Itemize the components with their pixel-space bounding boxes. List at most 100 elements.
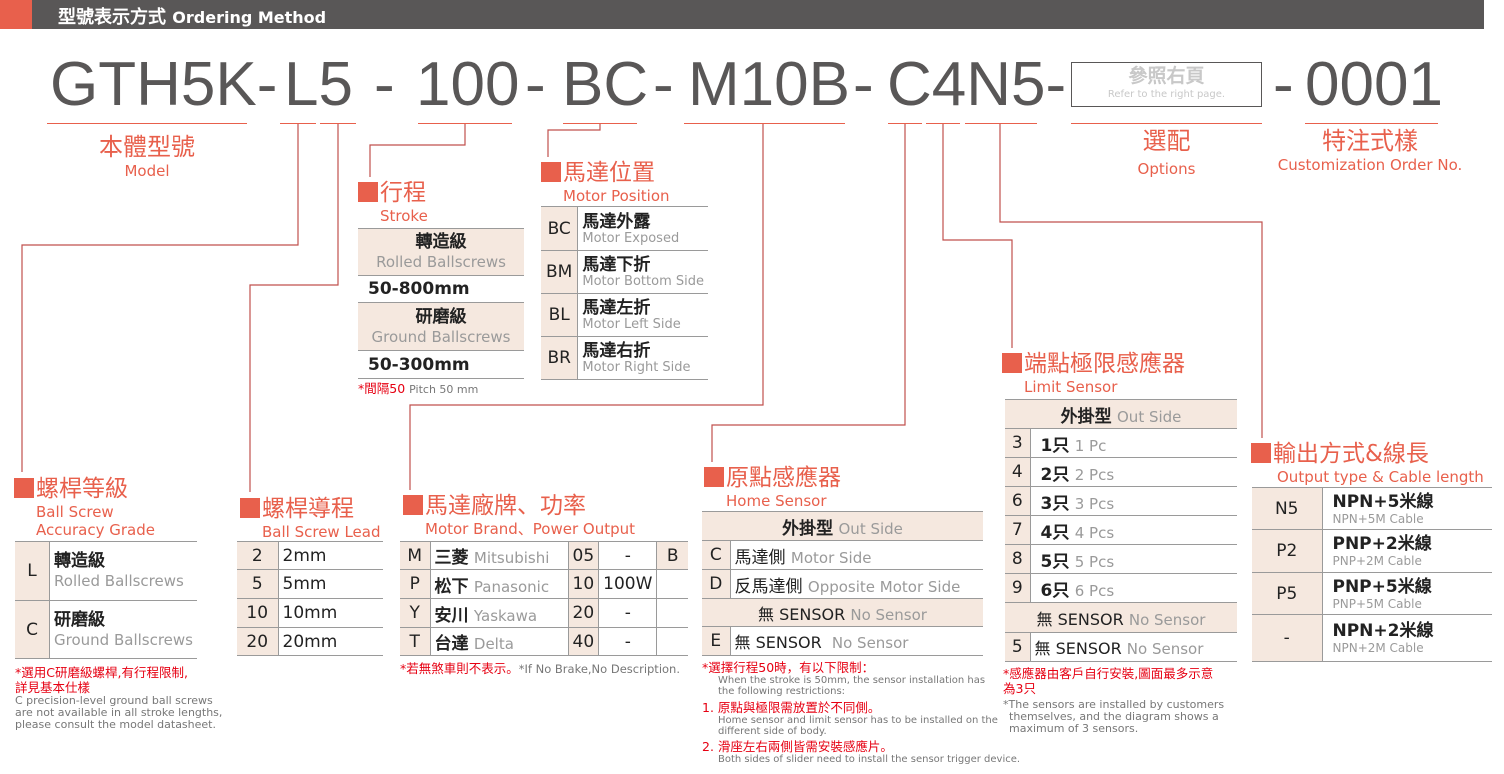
zh-cell: 馬達下折 (582, 255, 651, 275)
custom-label: 特注式樣 Customization Order No. (1270, 127, 1470, 175)
zh-cell: NPN+2米線 (1332, 621, 1434, 641)
code-cell: 7 (1005, 515, 1031, 545)
en-cell: PNP+5M Cable (1332, 596, 1422, 611)
code-cell: 5 (1005, 632, 1031, 662)
code-cell: C (702, 540, 731, 570)
underline-options (1071, 123, 1262, 124)
code-cell: BL (541, 293, 579, 337)
square-bullet-icon (1251, 443, 1271, 463)
zh-cell: 無 SENSOR (734, 633, 822, 652)
out-zh: 外掛型 (1060, 406, 1112, 427)
limit-table: 外掛型 Out Side 3 1只 1 Pc 4 2只 2 Pcs 6 3只 3 Pc… (1005, 399, 1237, 662)
square-bullet-icon (1002, 353, 1022, 373)
title-en: Home Sensor (726, 492, 827, 510)
code-cell: L (15, 541, 51, 601)
zh-cell: 研磨級 (415, 306, 467, 327)
zh-cell: 5只 (1040, 551, 1070, 572)
note-en: maximum of 3 sensors. (1009, 722, 1139, 735)
brake-code (656, 598, 688, 628)
output-table: N5 NPN+5米線 NPN+5M Cable P2 PNP+2米線 PNP+2M Ca… (1252, 487, 1492, 662)
custom-label-zh: 特注式樣 (1322, 127, 1418, 155)
note-zh: *間隔50 (358, 381, 406, 396)
motor-note: *若無煞車則不表示。*If No Brake,No Description. (400, 661, 680, 677)
model-label: 本體型號 Model (47, 133, 247, 181)
en-cell: PNP+2M Cable (1332, 554, 1422, 568)
none-zh: 無 SENSOR (1036, 609, 1124, 629)
code-cell: BC (541, 206, 579, 251)
en-cell: Motor Side (790, 548, 872, 567)
table-row: 4 2只 2 Pcs (1005, 457, 1237, 487)
note-zh: *選用C研磨級螺桿,有行程限制, (15, 665, 188, 680)
none-en: No Sensor (850, 605, 927, 624)
zh-cell: 轉造級 (54, 551, 106, 571)
out-en: Out Side (838, 519, 903, 538)
table-row: N5 NPN+5米線 NPN+5M Cable (1252, 487, 1492, 530)
title-zh: 馬達位置 (563, 160, 655, 186)
table-row: P 松下 Panasonic 10 100W (400, 569, 688, 599)
en-cell: 1 Pc (1074, 436, 1107, 455)
position-title: 馬達位置 Motor Position (541, 153, 670, 205)
output-title: 輸出方式&線長 Output type & Cable length (1251, 434, 1484, 486)
brand-en: Mitsubishi (473, 549, 550, 567)
brand-en: Yaskawa (473, 606, 538, 625)
underline-5 (320, 123, 356, 124)
note-zh: *選擇行程50時，有以下限制： (702, 660, 875, 675)
brake-code (656, 569, 688, 599)
stroke-title: 行程 Stroke (358, 173, 428, 225)
zh-cell: 馬達右折 (582, 341, 651, 361)
power-code: 10 (568, 569, 600, 599)
title-en: Ball Screw Lead (262, 523, 381, 541)
title-en: Output type & Cable length (1277, 468, 1484, 486)
underline-limit (926, 123, 960, 124)
zh-cell: PNP+5米線 (1332, 576, 1432, 597)
options-box: 參照右頁 Refer to the right page. (1071, 62, 1262, 107)
square-bullet-icon (403, 495, 423, 515)
code-cell: Y (400, 598, 431, 628)
brake-code (656, 627, 688, 656)
code-dash: - (374, 50, 395, 119)
options-label-zh: 選配 (1142, 127, 1191, 155)
note-zh: *感應器由客戶自行安裝,圖面最多示意 (1003, 666, 1214, 681)
table-row: BM 馬達下折 Motor Bottom Side (541, 250, 708, 294)
table-row: 10 10mm (237, 598, 383, 628)
title-en: Accuracy Grade (36, 521, 155, 539)
header-title-en: Ordering Method (172, 8, 327, 27)
range-cell: 50-300mm (358, 350, 524, 379)
code-dash: - (1273, 50, 1294, 119)
zh-cell: 馬達側 (734, 547, 786, 568)
brand-en: Panasonic (473, 577, 550, 596)
power-code: 05 (568, 541, 600, 570)
table-row: 無 SENSOR No Sensor (1005, 602, 1237, 633)
table-row: - NPN+2米線 NPN+2M Cable (1252, 614, 1492, 662)
stroke-table: 轉造級 Rolled Ballscrews 50-800mm 研磨級 Ground … (358, 228, 524, 379)
model-label-en: Model (124, 162, 170, 180)
title-en: Motor Position (563, 187, 670, 205)
note-en: *If No Brake,No Description. (518, 662, 680, 676)
out-zh: 外掛型 (782, 518, 834, 539)
power-value: - (598, 598, 658, 628)
ball-screw-note: *選用C研磨級螺桿,有行程限制, 詳見基本仕樣 C precision-leve… (15, 665, 222, 731)
limit-title: 端點極限感應器 Limit Sensor (1002, 344, 1185, 396)
code-cell: 3 (1005, 428, 1031, 458)
table-row: P2 PNP+2米線 PNP+2M Cable (1252, 529, 1492, 573)
code-cell: 10 (237, 598, 279, 628)
connector-limit (942, 124, 1013, 348)
table-row: 5 5mm (237, 569, 383, 599)
en-cell: Ground Ballscrews (371, 327, 511, 346)
note-zh: 詳見基本仕樣 (15, 680, 91, 695)
code-cell: 20 (237, 627, 279, 656)
connector-lead (249, 124, 339, 492)
code-cell: P2 (1252, 529, 1323, 573)
value-cell: 5mm (278, 569, 383, 599)
en-cell: No Sensor (1126, 640, 1204, 658)
underline-position (563, 123, 637, 124)
en-cell: Opposite Motor Side (807, 577, 961, 596)
title-en: Ball Screw (36, 503, 114, 521)
zh-cell: 無 SENSOR (1034, 639, 1122, 658)
table-row: M 三菱 Mitsubishi 05- B (400, 541, 688, 570)
en-cell: 5 Pcs (1074, 552, 1115, 571)
underline-stroke (418, 123, 512, 124)
table-row: 9 6只 6 Pcs (1005, 573, 1237, 603)
code-cell: P (400, 569, 431, 599)
